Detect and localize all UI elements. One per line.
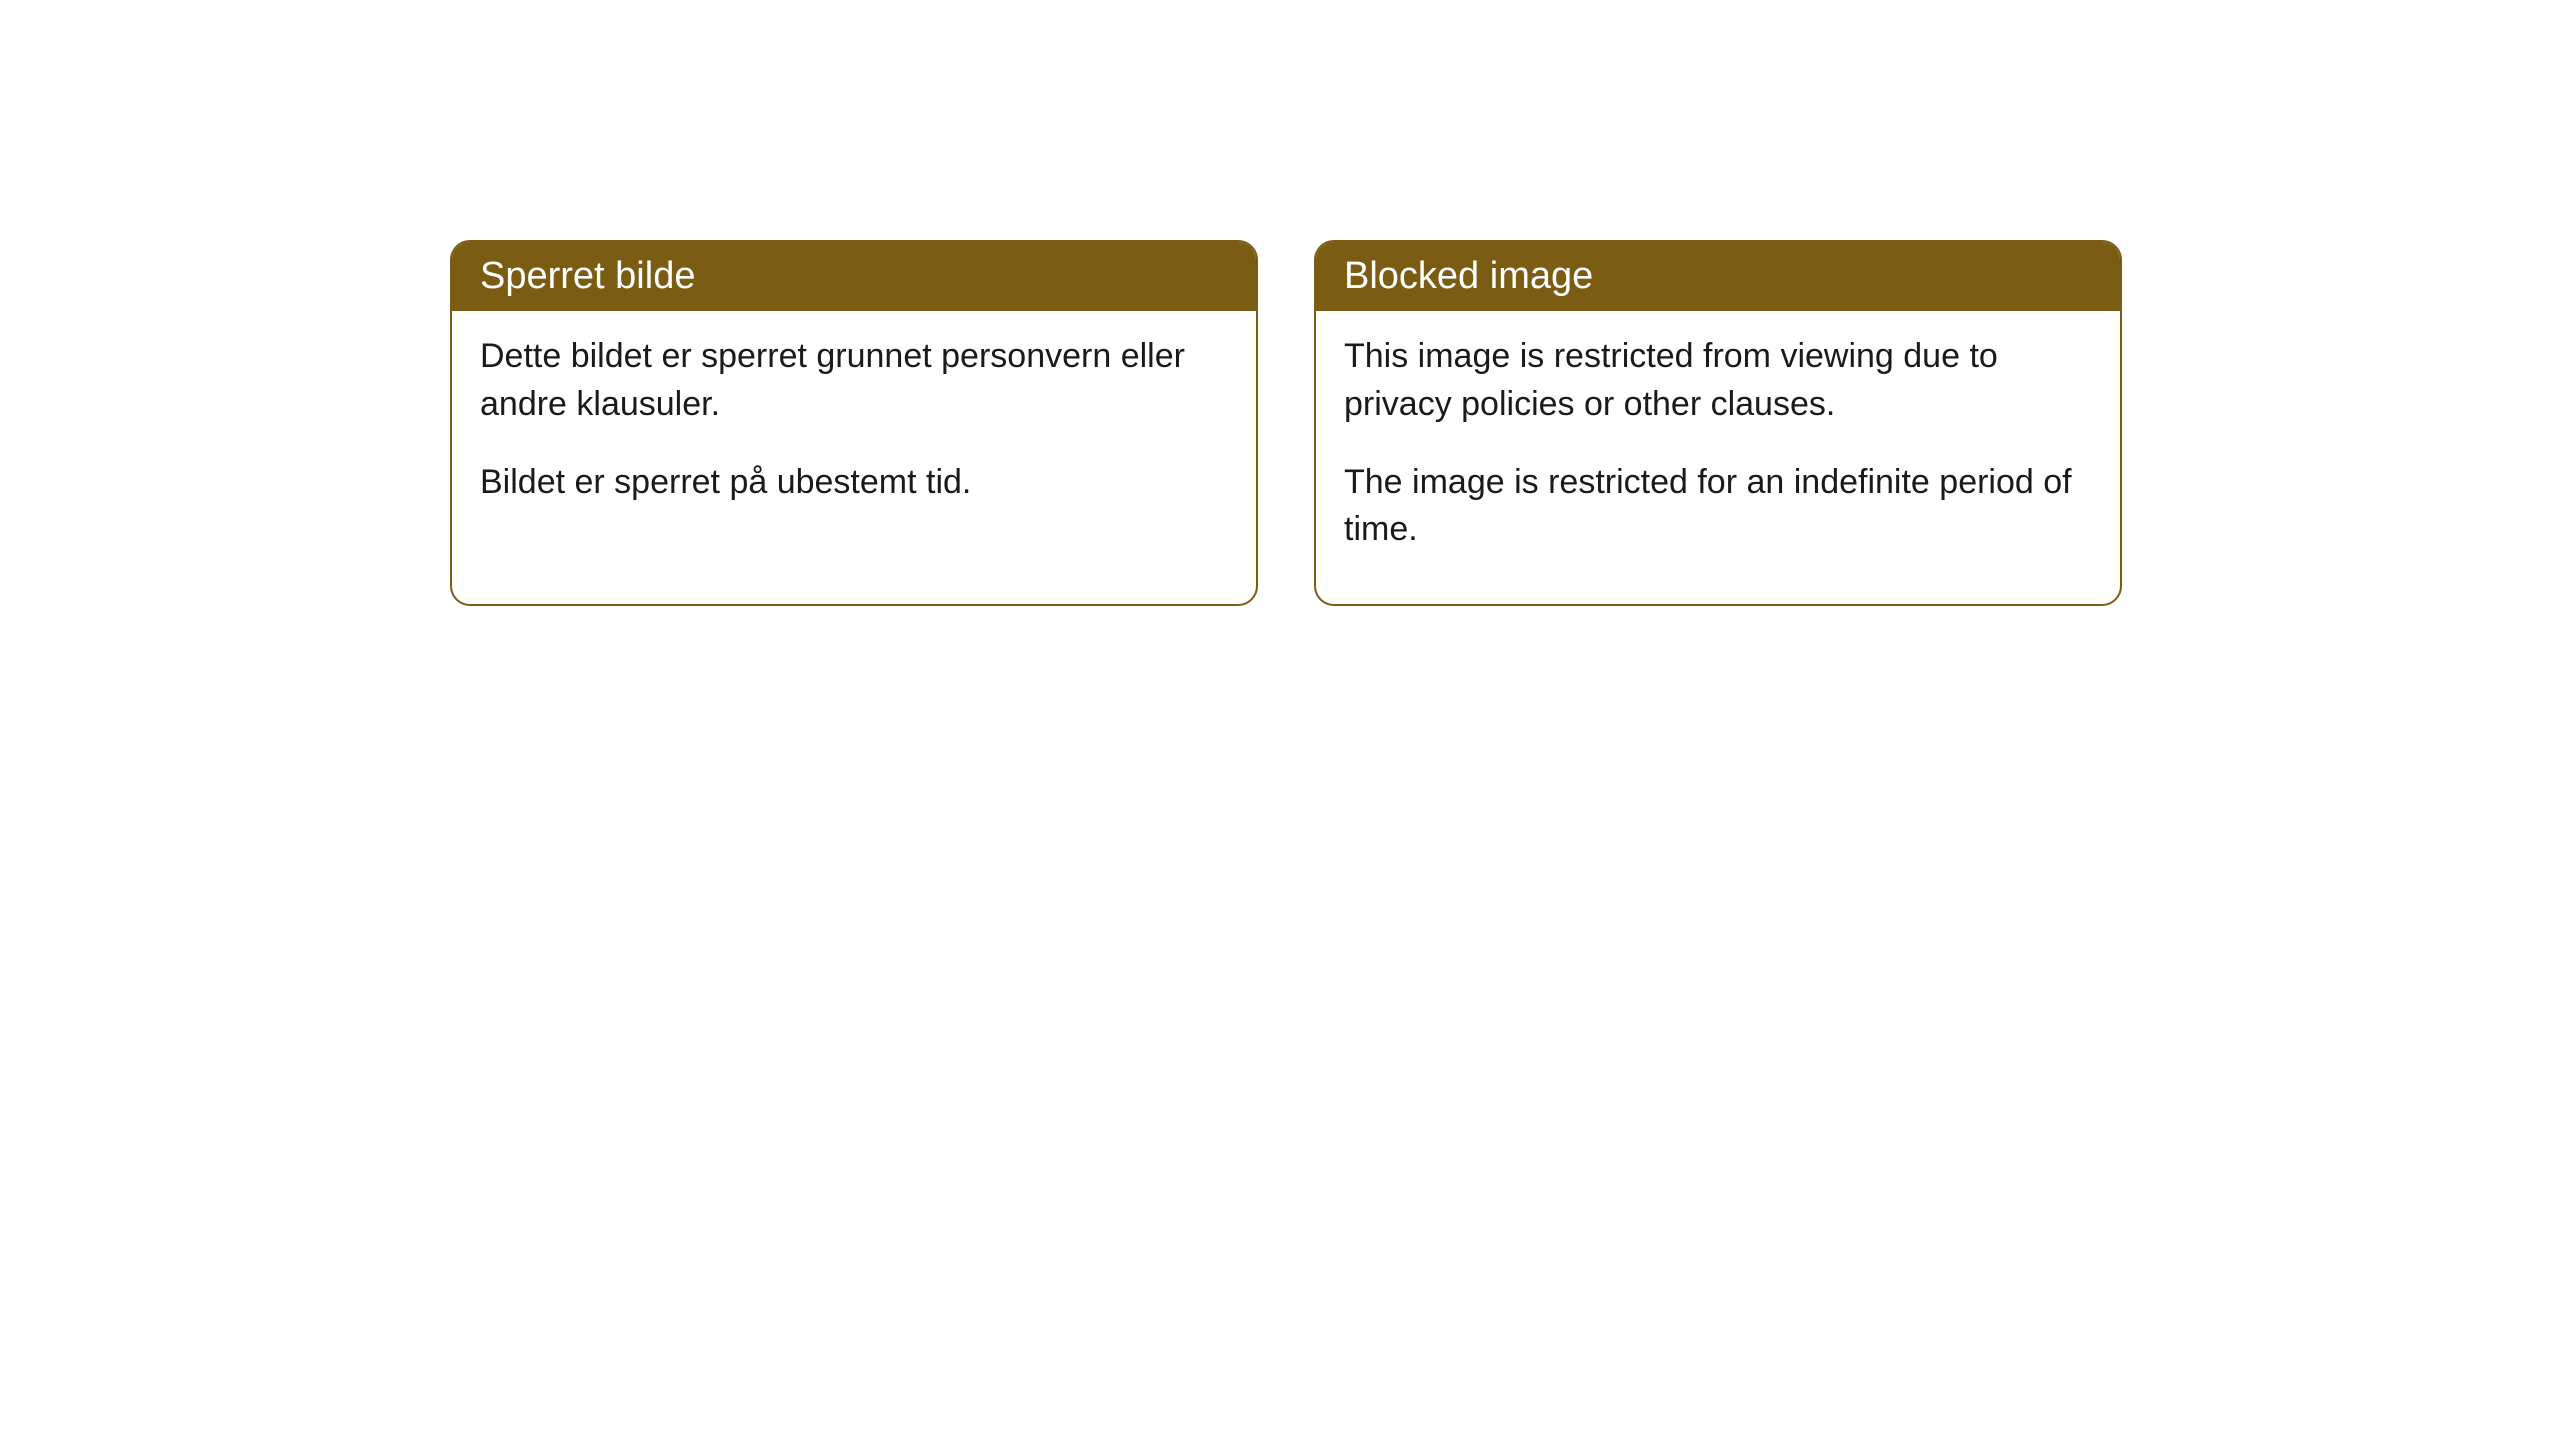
notice-card-english: Blocked image This image is restricted f… — [1314, 240, 2122, 606]
notice-body-norwegian: Dette bildet er sperret grunnet personve… — [452, 311, 1256, 556]
notice-card-norwegian: Sperret bilde Dette bildet er sperret gr… — [450, 240, 1258, 606]
notice-paragraph-2-norwegian: Bildet er sperret på ubestemt tid. — [480, 459, 1228, 507]
notice-header-english: Blocked image — [1316, 242, 2120, 311]
notice-paragraph-1-norwegian: Dette bildet er sperret grunnet personve… — [480, 333, 1228, 428]
notice-paragraph-2-english: The image is restricted for an indefinit… — [1344, 459, 2092, 554]
notice-paragraph-1-english: This image is restricted from viewing du… — [1344, 333, 2092, 428]
notice-header-norwegian: Sperret bilde — [452, 242, 1256, 311]
notice-body-english: This image is restricted from viewing du… — [1316, 311, 2120, 603]
notice-cards-container: Sperret bilde Dette bildet er sperret gr… — [450, 240, 2122, 606]
